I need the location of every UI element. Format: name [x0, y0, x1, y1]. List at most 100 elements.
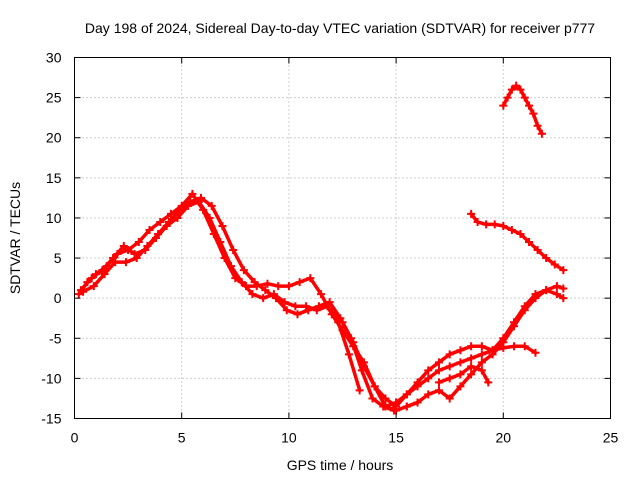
data-point: [261, 286, 270, 295]
data-point: [205, 213, 214, 222]
data-point: [119, 242, 128, 251]
data-point: [314, 302, 323, 311]
data-point: [87, 274, 96, 283]
y-tick-label: 5: [54, 250, 62, 266]
y-tick-label: 25: [46, 90, 62, 106]
series-line: [405, 284, 566, 409]
data-point: [274, 282, 283, 291]
data-point: [143, 242, 152, 251]
y-tick-label: 20: [46, 130, 62, 146]
data-point: [227, 262, 236, 271]
data-point: [510, 322, 519, 331]
data-point: [499, 101, 508, 110]
data-point: [424, 366, 433, 375]
data-point: [188, 189, 197, 198]
data-point: [98, 266, 107, 275]
y-tick-label: -5: [49, 330, 62, 346]
data-point: [499, 221, 508, 230]
series-line: [383, 288, 566, 409]
data-point: [216, 238, 225, 247]
data-point: [456, 358, 465, 367]
data-point: [424, 374, 433, 383]
data-point: [134, 238, 143, 247]
data-point: [520, 306, 529, 315]
data-point: [355, 386, 364, 395]
data-point: [529, 109, 538, 118]
data-point: [499, 338, 508, 347]
data-point: [381, 394, 390, 403]
data-point: [327, 306, 336, 315]
series-line: [501, 83, 544, 136]
data-point: [507, 85, 516, 94]
data-point: [344, 350, 353, 359]
data-point: [74, 290, 83, 299]
data-point: [325, 298, 334, 307]
chart-title: Day 198 of 2024, Sidereal Day-to-day VTE…: [85, 20, 595, 36]
data-point: [477, 358, 486, 367]
data-point: [525, 238, 534, 247]
data-point: [381, 402, 390, 411]
y-tick-label: 30: [46, 50, 62, 66]
data-point: [100, 270, 109, 279]
series-track-6: [402, 282, 568, 411]
data-point: [503, 93, 512, 102]
y-tick-label: -10: [41, 370, 61, 386]
series-track-9: [499, 81, 546, 138]
data-point: [533, 246, 542, 255]
data-point: [484, 378, 493, 387]
series-line: [79, 200, 362, 393]
data-point: [338, 318, 347, 327]
data-point: [445, 394, 454, 403]
data-point: [272, 294, 281, 303]
data-point: [196, 193, 205, 202]
data-point: [282, 306, 291, 315]
data-point: [559, 294, 568, 303]
plot-frame: [74, 57, 611, 419]
data-point: [467, 342, 476, 351]
x-tick-label: 20: [496, 430, 512, 446]
data-point: [477, 366, 486, 375]
data-point: [368, 394, 377, 403]
data-point: [306, 274, 315, 283]
data-point: [507, 225, 516, 234]
data-point: [467, 370, 476, 379]
data-point: [520, 342, 529, 351]
data-point: [424, 390, 433, 399]
y-tick-label: 15: [46, 170, 62, 186]
data-point: [559, 266, 568, 275]
series-track-7: [434, 362, 493, 387]
data-point: [525, 101, 534, 110]
x-tick-label: 0: [71, 430, 79, 446]
data-point: [456, 370, 465, 379]
data-point: [456, 382, 465, 391]
data-point: [520, 93, 529, 102]
x-tick-label: 5: [178, 430, 186, 446]
data-point: [402, 390, 411, 399]
data-point: [186, 197, 195, 206]
data-point: [109, 254, 118, 263]
data-point: [302, 302, 311, 311]
data-point: [291, 302, 300, 311]
data-point: [542, 286, 551, 295]
data-point: [154, 229, 163, 238]
data-point: [445, 350, 454, 359]
data-point: [250, 278, 259, 287]
data-point: [531, 294, 540, 303]
data-point: [552, 290, 561, 299]
data-point: [166, 209, 175, 218]
series-track-8: [467, 209, 568, 275]
data-point: [467, 362, 476, 371]
x-tick-label: 15: [388, 430, 404, 446]
data-point: [402, 402, 411, 411]
data-point: [284, 282, 293, 291]
data-point: [490, 220, 499, 229]
data-point: [164, 217, 173, 226]
data-point: [542, 254, 551, 263]
data-point: [175, 205, 184, 214]
data-point: [559, 284, 568, 293]
y-axis-label: SDTVAR / TECUs: [7, 182, 23, 294]
data-point: [413, 382, 422, 391]
data-point: [434, 386, 443, 395]
data-point: [145, 225, 154, 234]
